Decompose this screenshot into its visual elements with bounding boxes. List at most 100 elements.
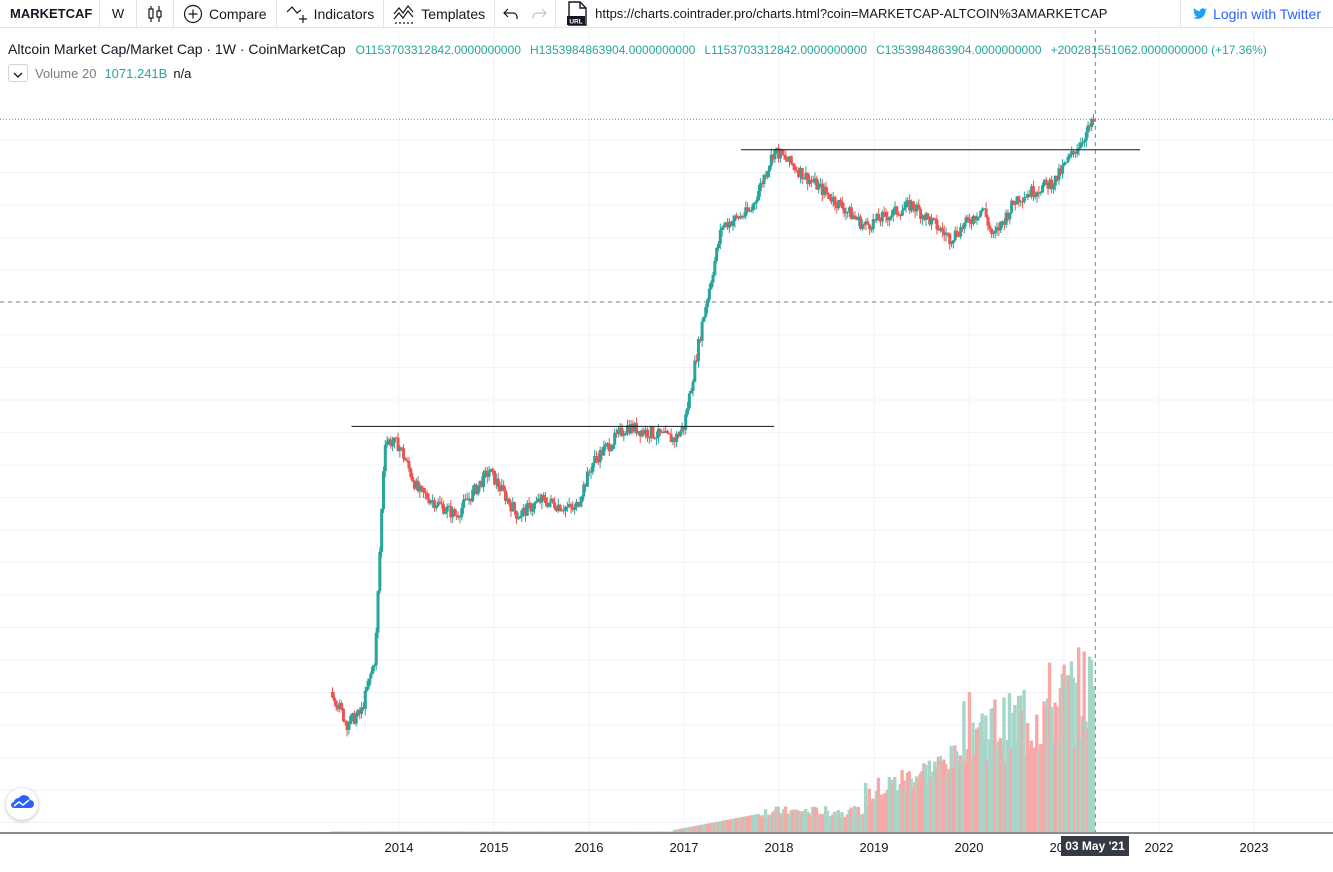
candle-body [777, 147, 781, 159]
candle-body [798, 168, 802, 177]
candle-body [381, 471, 385, 510]
volume-bar [823, 806, 828, 832]
candle-body [420, 485, 424, 488]
candle-body [722, 224, 726, 228]
candle-body [1004, 212, 1008, 225]
collapse-legend-button[interactable] [8, 64, 28, 82]
volume-bar [694, 825, 699, 832]
candle-body [824, 186, 828, 193]
volume-bar [945, 774, 950, 832]
redo-icon[interactable] [531, 7, 547, 21]
volume-bar [417, 831, 422, 832]
login-with-twitter-button[interactable]: Login with Twitter [1180, 0, 1333, 28]
candle-body [942, 231, 946, 236]
series-title[interactable]: Altcoin Market Cap/Market Cap · 1W · Coi… [8, 41, 346, 57]
volume-bar [521, 831, 526, 832]
volume-bar [727, 819, 731, 832]
candle-body [671, 437, 675, 443]
volume-bar [587, 831, 591, 832]
candle-body [984, 208, 988, 217]
volume-bar [783, 806, 788, 832]
candle-body [522, 507, 526, 511]
volume-bar [499, 831, 504, 832]
volume-bar [650, 831, 655, 832]
candle-body [473, 484, 477, 490]
candle-body [1013, 204, 1017, 206]
volume-bar [1007, 693, 1012, 832]
candle-body [857, 216, 861, 220]
volume-bar [381, 831, 385, 832]
volume-bar [1053, 702, 1057, 832]
volume-bar [807, 813, 811, 832]
volume-bar [370, 831, 374, 832]
volume-bar [525, 831, 529, 832]
candle-body [367, 678, 371, 687]
volume-bar [1051, 741, 1055, 832]
candle-body [1031, 186, 1035, 197]
candle-body [899, 214, 903, 216]
volume-bar [838, 816, 842, 832]
volume-bar [660, 831, 664, 832]
candle-body [986, 216, 990, 226]
candle-body [753, 202, 757, 205]
volume-bar [705, 823, 709, 832]
candle-body [343, 721, 347, 723]
interval-button[interactable]: W [100, 0, 137, 28]
symbol-search[interactable]: MARKETCAF [0, 0, 100, 28]
volume-bar [782, 809, 786, 832]
candle-body [800, 168, 804, 180]
volume-bar [647, 831, 651, 832]
volume-bar [483, 831, 487, 832]
candle-body [895, 206, 899, 215]
volume-bar [508, 831, 513, 832]
volume-bar [472, 831, 476, 832]
legend-change: +200281551062.0000000000 (+17.36%) [1050, 43, 1267, 57]
undo-redo-group [495, 0, 557, 28]
volume-bar [448, 831, 453, 832]
candle-body [1086, 125, 1090, 133]
candle-body [653, 437, 657, 439]
templates-button[interactable]: Templates [384, 0, 496, 28]
volume-bar [450, 831, 455, 832]
volume-bar [681, 828, 686, 832]
volume-bar [330, 831, 334, 832]
volume-bar [467, 831, 471, 832]
volume-bar [825, 810, 830, 832]
volume-bar [902, 780, 906, 832]
volume-bar [439, 831, 444, 832]
undo-icon[interactable] [503, 7, 519, 21]
candle-body [811, 180, 815, 183]
volume-bar [929, 776, 933, 832]
volume-bar [725, 819, 729, 832]
compare-button[interactable]: Compare [174, 0, 277, 28]
candle-body [813, 178, 817, 183]
candle-body [391, 442, 395, 447]
volume-bar [463, 831, 467, 832]
candle-body [1044, 179, 1048, 183]
volume-bar [441, 831, 445, 832]
candle-body [860, 224, 864, 229]
chart-logo-button[interactable] [6, 788, 38, 820]
candle-body [959, 227, 963, 237]
candle-body [853, 215, 857, 218]
url-text: https://charts.cointrader.pro/charts.htm… [595, 6, 1108, 21]
candle-body [389, 439, 393, 447]
chevron-down-icon [13, 66, 23, 81]
indicators-label: Indicators [313, 5, 375, 22]
volume-bar [1042, 701, 1046, 832]
volume-bar [853, 806, 857, 832]
volume-name[interactable]: Volume 20 [35, 65, 97, 81]
volume-bar [365, 831, 369, 832]
volume-bar [629, 831, 633, 832]
candle-body [879, 220, 883, 222]
indicators-button[interactable]: Indicators [277, 0, 385, 28]
candle-body [769, 154, 773, 166]
chart-type-button[interactable] [137, 0, 174, 28]
volume-bar [658, 831, 662, 832]
volume-bar [583, 831, 587, 832]
candle-body [893, 206, 897, 210]
url-field[interactable]: URL https://charts.cointrader.pro/charts… [556, 0, 1116, 28]
candle-body [773, 149, 777, 160]
volume-bar [376, 831, 380, 832]
